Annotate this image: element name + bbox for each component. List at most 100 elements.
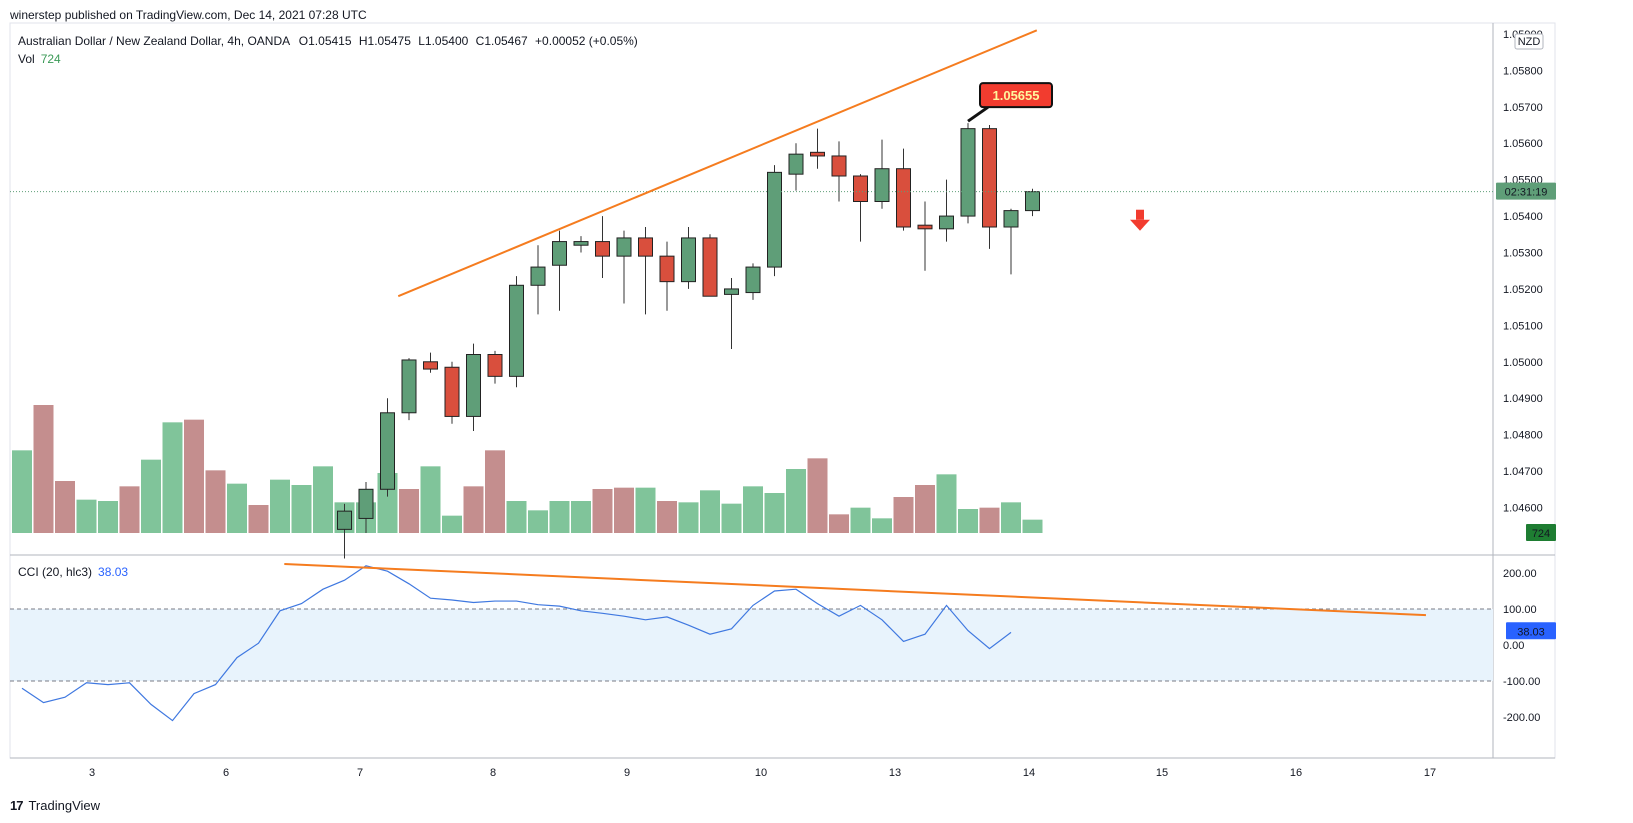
volume-bar bbox=[1001, 502, 1021, 533]
price-tick-label: 1.04900 bbox=[1503, 393, 1543, 405]
open-value: O1.05415 bbox=[298, 34, 352, 48]
candle bbox=[552, 230, 567, 311]
price-tick-label: 1.05200 bbox=[1503, 284, 1543, 296]
symbol-name[interactable]: Australian Dollar / New Zealand Dollar, … bbox=[18, 34, 290, 48]
cci-tick-label: 100.00 bbox=[1503, 604, 1537, 616]
volume-bar bbox=[55, 481, 75, 533]
volume-bar bbox=[205, 470, 226, 533]
price-tick-label: 1.05400 bbox=[1503, 211, 1543, 223]
footer-brand[interactable]: 17 TradingView bbox=[10, 798, 100, 813]
candle bbox=[681, 227, 696, 289]
volume-bar bbox=[506, 501, 527, 533]
volume-bar bbox=[549, 501, 570, 533]
volume-bar bbox=[721, 503, 742, 533]
time-tick-label: 3 bbox=[89, 767, 95, 779]
time-tick-label: 9 bbox=[624, 767, 630, 779]
countdown-badge: 02:31:19 bbox=[1496, 182, 1556, 200]
volume-label[interactable]: Vol bbox=[18, 52, 35, 66]
candle bbox=[401, 358, 417, 421]
price-tick-label: 1.05700 bbox=[1503, 102, 1543, 114]
price-tick-label: 1.05000 bbox=[1503, 357, 1543, 369]
volume-bar bbox=[291, 485, 312, 533]
cci-trendline[interactable] bbox=[284, 563, 1426, 617]
cci-legend: CCI (20, hlc3) 38.03 bbox=[18, 565, 128, 579]
volume-bar bbox=[420, 466, 441, 533]
candle bbox=[896, 148, 911, 231]
volume-bar bbox=[12, 450, 32, 533]
cci-band bbox=[10, 609, 1493, 681]
volume-bar bbox=[270, 479, 290, 533]
cci-line bbox=[21, 565, 1012, 722]
candle bbox=[530, 245, 546, 315]
volume-bar bbox=[184, 419, 204, 533]
volume-bar bbox=[915, 485, 935, 533]
candle bbox=[466, 343, 481, 431]
cci-label[interactable]: CCI (20, hlc3) bbox=[18, 565, 93, 579]
time-tick-label: 10 bbox=[755, 767, 767, 779]
price-tick-label: 1.05100 bbox=[1503, 320, 1543, 332]
candle bbox=[874, 139, 890, 209]
candle bbox=[939, 179, 954, 242]
volume-badge: 724 bbox=[1526, 524, 1556, 541]
volume-bar bbox=[936, 474, 957, 533]
time-tick-label: 17 bbox=[1424, 767, 1436, 779]
price-trendline[interactable] bbox=[397, 29, 1038, 298]
volume-bar bbox=[442, 515, 462, 533]
volume-bar bbox=[893, 497, 914, 533]
high-callout[interactable]: 1.05655 bbox=[967, 82, 1053, 123]
volume-bar bbox=[743, 486, 763, 533]
volume-bar bbox=[248, 505, 269, 533]
candle bbox=[788, 143, 804, 191]
brand-name: TradingView bbox=[28, 798, 101, 813]
time-tick-label: 8 bbox=[490, 767, 496, 779]
candle bbox=[509, 276, 524, 388]
price-tick-label: 1.04600 bbox=[1503, 503, 1543, 515]
volume-bar bbox=[764, 493, 785, 533]
volume-bar bbox=[829, 514, 849, 533]
volume-bar bbox=[313, 466, 333, 533]
candle bbox=[573, 236, 589, 253]
volume-bar bbox=[657, 501, 677, 533]
volume-bar bbox=[635, 487, 656, 533]
candle bbox=[1003, 208, 1019, 275]
close-value: C1.05467 bbox=[475, 34, 528, 48]
volume-value: 724 bbox=[40, 52, 61, 66]
price-tick-label: 1.05300 bbox=[1503, 248, 1543, 260]
volume-bar bbox=[485, 450, 505, 533]
price-tick-label: 1.05600 bbox=[1503, 138, 1543, 150]
cci-badge: 38.03 bbox=[1506, 622, 1556, 640]
change-value: +0.00052 (+0.05%) bbox=[535, 34, 638, 48]
time-tick-label: 14 bbox=[1023, 767, 1035, 779]
svg-text:38.03: 38.03 bbox=[1517, 626, 1545, 638]
candles bbox=[337, 123, 1040, 559]
volume-bar bbox=[528, 510, 548, 533]
candle bbox=[810, 128, 825, 169]
candle bbox=[767, 165, 782, 277]
candle bbox=[337, 503, 352, 559]
volume-bar bbox=[850, 507, 871, 533]
volume-bar bbox=[872, 518, 892, 533]
volume-bar bbox=[979, 507, 1000, 533]
candle bbox=[595, 216, 610, 278]
candle bbox=[1025, 188, 1040, 217]
down-arrow-icon[interactable] bbox=[1130, 209, 1150, 231]
currency-badge[interactable]: NZD bbox=[1514, 33, 1544, 50]
candle bbox=[616, 230, 632, 304]
volume-bar bbox=[807, 458, 828, 533]
candle bbox=[444, 361, 460, 424]
time-tick-label: 15 bbox=[1156, 767, 1168, 779]
low-value: L1.05400 bbox=[418, 34, 469, 48]
cci-tick-label: 0.00 bbox=[1503, 640, 1524, 652]
volume-bar bbox=[98, 501, 118, 533]
volume-bar bbox=[33, 405, 54, 533]
volume-bar bbox=[958, 509, 978, 533]
candle bbox=[659, 241, 675, 311]
volume-bar bbox=[463, 486, 484, 533]
volume-bar bbox=[227, 483, 247, 533]
svg-text:02:31:19: 02:31:19 bbox=[1505, 187, 1548, 199]
high-callout-label: 1.05655 bbox=[993, 88, 1040, 103]
candle bbox=[745, 263, 761, 300]
volume-bar bbox=[678, 502, 699, 533]
candle bbox=[358, 482, 374, 533]
